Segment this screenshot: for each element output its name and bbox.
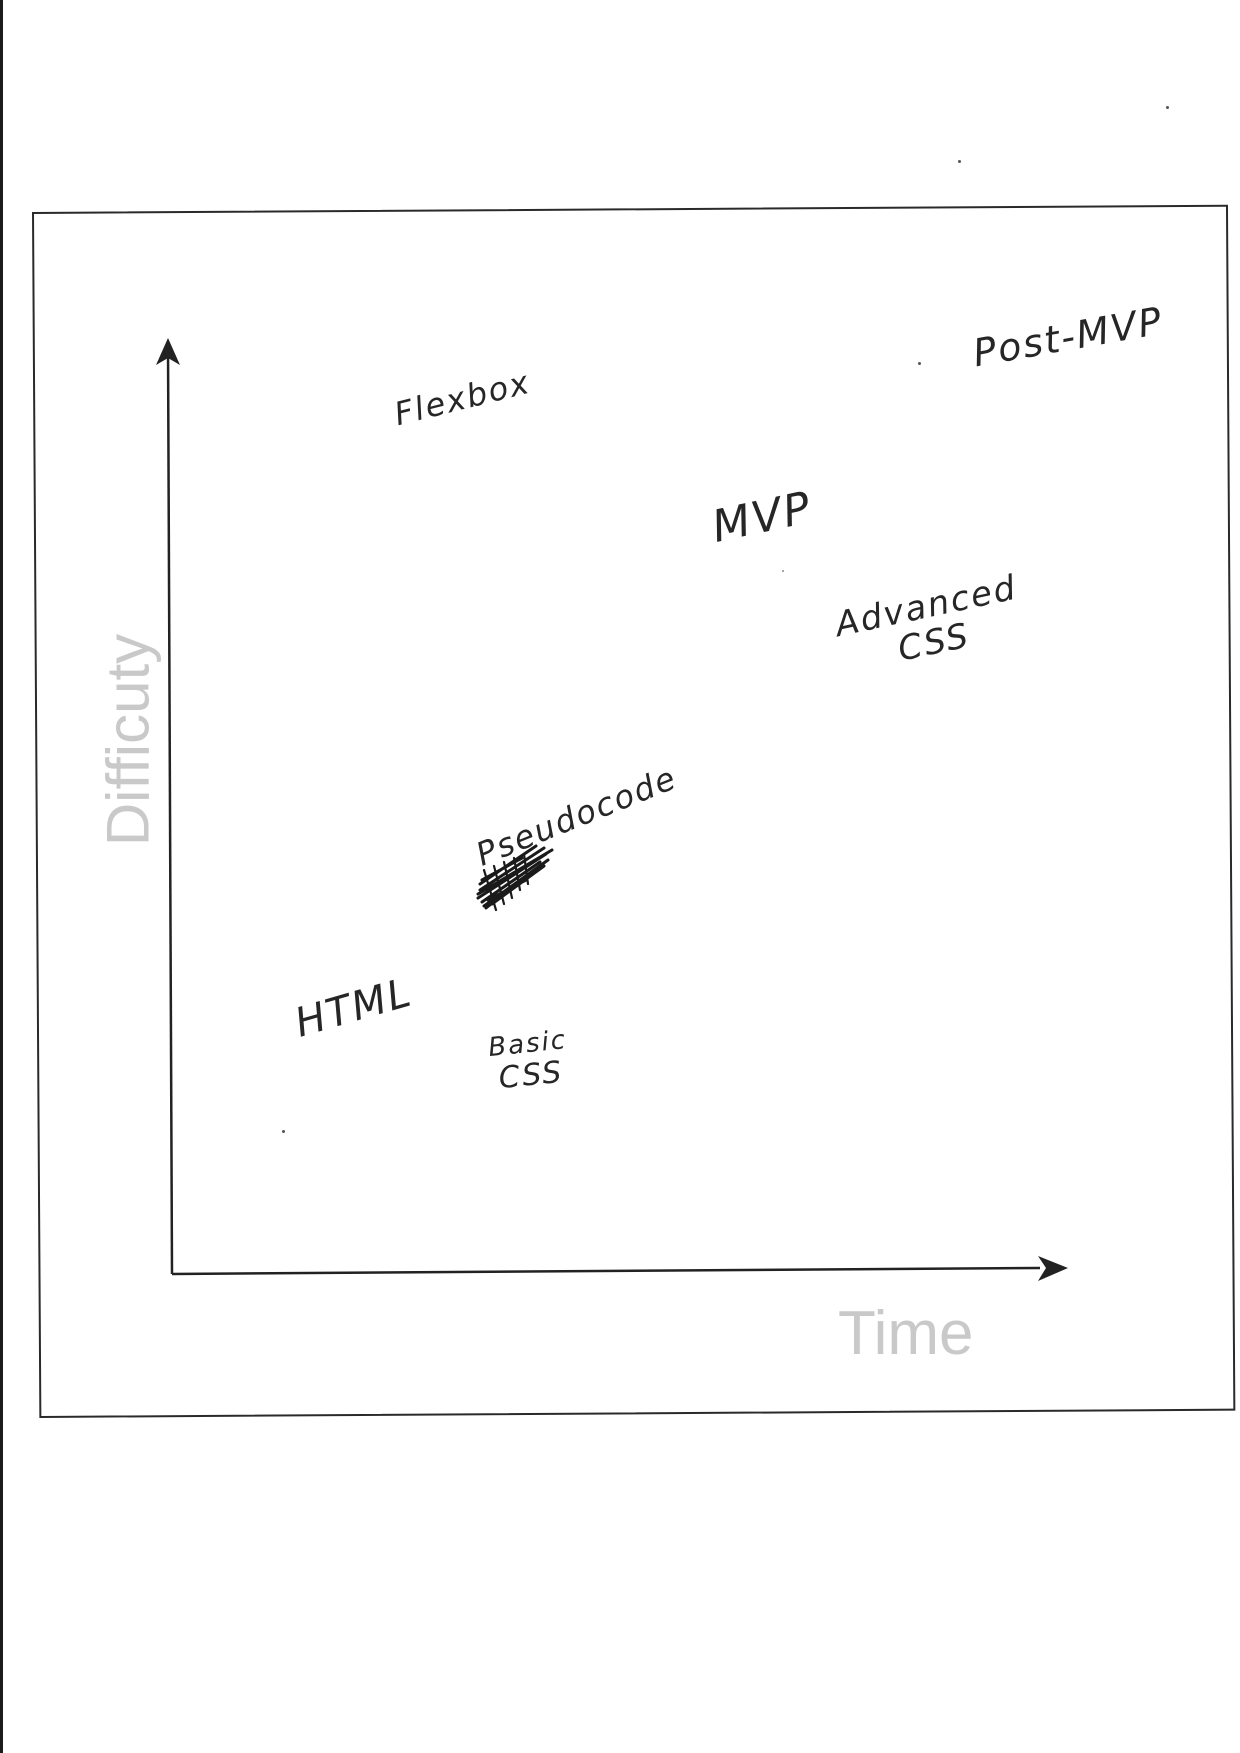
- scan-speck: [782, 570, 784, 572]
- scan-edge: [0, 0, 3, 1753]
- scan-speck: [918, 362, 921, 365]
- scribbled-out-mark: [476, 844, 554, 912]
- y-axis-line: [166, 344, 174, 1275]
- basic-css-line2: CSS: [496, 1054, 565, 1096]
- x-axis-arrowhead: [1038, 1256, 1068, 1281]
- x-axis-line: [171, 1266, 1041, 1276]
- scan-speck: [1166, 106, 1169, 109]
- y-axis-arrowhead: [156, 338, 180, 365]
- scan-speck: [958, 160, 961, 163]
- topic-basic-css: Basic CSS: [487, 1025, 572, 1096]
- scan-speck: [282, 1130, 285, 1133]
- x-axis-title: Time: [838, 1299, 974, 1368]
- y-axis-title: Difficuty: [94, 633, 162, 847]
